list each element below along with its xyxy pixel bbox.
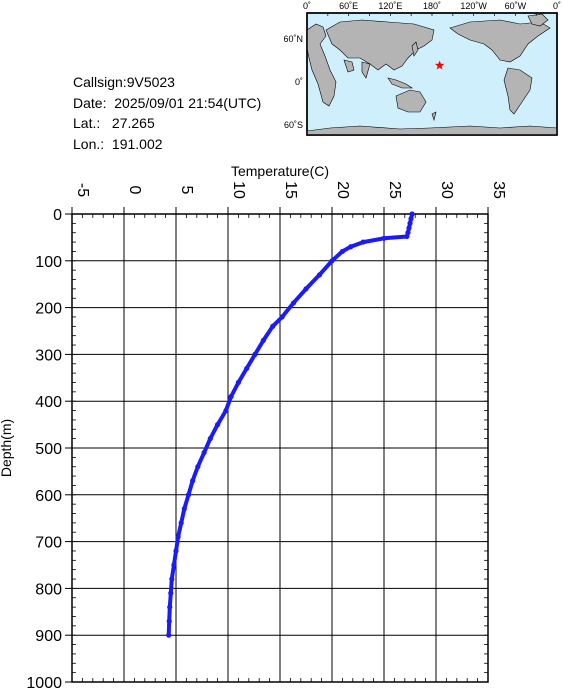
profile-series: [166, 211, 415, 638]
y-axis-title: Depth(m): [0, 419, 14, 477]
station-marker-star: [434, 60, 445, 70]
map-longitude-label: 0˚: [303, 1, 311, 11]
profile-point: [270, 323, 276, 329]
profile-point: [167, 604, 173, 610]
profile-point: [223, 407, 229, 414]
date-text: Date: 2025/09/01 21:54(UTC): [73, 94, 262, 111]
x-tick-label: 0: [126, 186, 143, 195]
longitude-text: Lon.: 191.002: [73, 135, 163, 152]
profile-point: [195, 464, 201, 470]
profile-point: [185, 492, 192, 498]
profile-point: [381, 235, 387, 241]
profile-point: [173, 548, 179, 554]
map-latitude-labels: 60˚N 0˚ 60˚S: [283, 34, 303, 130]
y-tick-label: 300: [35, 347, 62, 364]
profile-point: [244, 365, 250, 372]
y-tick-label: 800: [35, 581, 62, 598]
profile-point: [166, 632, 172, 638]
profile-point: [303, 286, 309, 292]
profile-point: [329, 258, 335, 264]
profile-point: [404, 233, 410, 240]
map-longitude-label: 120˚W: [460, 1, 487, 11]
x-axis-title: Temperature(C): [231, 163, 329, 179]
profile-point: [169, 576, 175, 582]
x-tick-label: 35: [490, 181, 507, 199]
profile-point: [190, 478, 196, 484]
x-tick-label: 5: [178, 186, 195, 195]
map-longitude-label: 0˚: [553, 1, 561, 11]
y-tick-label: 100: [35, 254, 62, 271]
y-tick-label: 1000: [26, 675, 62, 690]
profile-point: [279, 314, 285, 320]
profile-point: [181, 506, 187, 512]
y-tick-label: 600: [35, 488, 62, 505]
profile-point: [235, 379, 241, 386]
map-longitude-label: 60˚W: [505, 1, 527, 11]
profile-point: [166, 618, 172, 624]
profile-point: [290, 300, 297, 306]
minor-ticks: [65, 207, 489, 683]
profile-point: [348, 244, 354, 250]
profile-point: [360, 239, 366, 245]
map-latitude-label: 0˚: [295, 77, 303, 87]
y-tick-label: 900: [35, 628, 62, 645]
map-land: [306, 13, 558, 136]
profile-point: [409, 211, 415, 217]
y-tick-label: 200: [35, 301, 62, 318]
profile-point: [175, 534, 181, 540]
map-latitude-label: 60˚S: [284, 120, 303, 130]
profile-point: [178, 520, 184, 526]
map-longitude-label: 180˚: [423, 1, 441, 11]
x-tick-label: 10: [230, 181, 247, 199]
y-tick-labels: 0 100 200 300 400 500 600 700 800 900 1000: [26, 207, 62, 690]
chart-grid: [71, 213, 489, 683]
x-tick-label: 25: [386, 181, 403, 199]
x-tick-label: 30: [438, 181, 455, 199]
profile-point: [339, 248, 345, 255]
map-longitude-label: 120˚E: [378, 1, 402, 11]
profile-point: [207, 436, 213, 442]
profile-point: [168, 590, 174, 596]
callsign-text: Callsign:9V5023: [73, 74, 175, 90]
x-tick-labels: -5 0 5 10 15 20 25 30 35: [74, 181, 507, 199]
map-latitude-label: 60˚N: [283, 34, 303, 44]
profile-point: [406, 225, 412, 231]
map-ticks: [306, 13, 558, 16]
profile-point: [408, 216, 414, 222]
y-tick-label: 400: [35, 394, 62, 411]
x-tick-label: -5: [74, 183, 91, 197]
profile-point: [201, 450, 207, 456]
map-longitude-label: 60˚E: [339, 1, 358, 11]
y-tick-label: 500: [35, 441, 62, 458]
station-info: Callsign:9V5023 Date: 2025/09/01 21:54(U…: [73, 72, 261, 154]
x-tick-label: 20: [334, 181, 351, 199]
profile-point: [228, 393, 234, 400]
y-tick-label: 700: [35, 535, 62, 552]
profile-point: [171, 562, 177, 568]
profile-point: [407, 220, 413, 226]
latitude-text: Lat.: 27.265: [73, 115, 155, 131]
profile-point: [252, 351, 258, 357]
profile-line: [166, 212, 415, 638]
profile-point: [316, 272, 323, 278]
profile-point: [260, 337, 266, 343]
world-map: 0˚ 60˚E 120˚E 180˚ 120˚W 60˚W 0˚ 60˚N 0˚ 60˚S: [283, 1, 561, 136]
profile-point: [215, 422, 221, 428]
map-longitude-labels: 0˚ 60˚E 120˚E 180˚ 120˚W 60˚W 0˚: [303, 1, 561, 11]
y-tick-label: 0: [53, 207, 62, 224]
x-tick-label: 15: [282, 181, 299, 199]
